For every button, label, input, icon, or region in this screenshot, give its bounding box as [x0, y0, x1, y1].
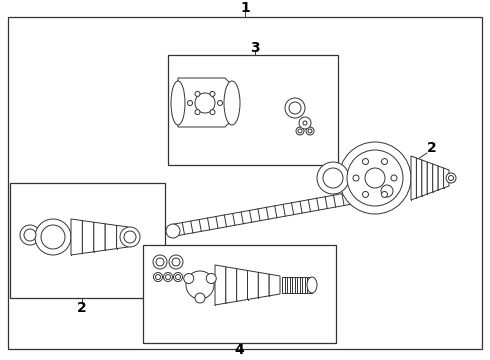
Polygon shape [433, 164, 438, 192]
Ellipse shape [353, 175, 359, 181]
Ellipse shape [301, 119, 309, 127]
Ellipse shape [195, 91, 200, 96]
Bar [168, 55, 338, 165]
Ellipse shape [382, 158, 388, 165]
Ellipse shape [41, 225, 65, 249]
Ellipse shape [303, 121, 307, 125]
Ellipse shape [186, 271, 214, 299]
Ellipse shape [224, 81, 240, 125]
Ellipse shape [218, 100, 222, 105]
Polygon shape [226, 267, 237, 303]
Ellipse shape [188, 100, 193, 105]
Ellipse shape [363, 192, 368, 197]
Ellipse shape [169, 255, 183, 269]
Polygon shape [237, 269, 247, 301]
Polygon shape [94, 222, 105, 252]
Ellipse shape [184, 274, 194, 284]
Ellipse shape [175, 274, 180, 279]
Polygon shape [416, 158, 422, 198]
Ellipse shape [446, 173, 456, 183]
Ellipse shape [210, 91, 215, 96]
Ellipse shape [172, 258, 180, 266]
Polygon shape [105, 224, 117, 250]
Text: 2: 2 [427, 141, 437, 155]
Ellipse shape [20, 225, 40, 245]
Ellipse shape [307, 277, 317, 293]
Ellipse shape [363, 158, 368, 165]
Polygon shape [422, 160, 427, 196]
Polygon shape [443, 168, 449, 188]
Polygon shape [247, 270, 258, 300]
Ellipse shape [195, 93, 215, 113]
Polygon shape [258, 272, 269, 298]
Polygon shape [117, 225, 128, 249]
Ellipse shape [195, 109, 200, 114]
Bar [10, 183, 165, 298]
Ellipse shape [285, 98, 305, 118]
Ellipse shape [124, 231, 136, 243]
Ellipse shape [166, 274, 171, 279]
Polygon shape [427, 162, 433, 194]
Ellipse shape [210, 109, 215, 114]
Polygon shape [215, 265, 226, 305]
Ellipse shape [289, 102, 301, 114]
Text: 2: 2 [77, 301, 87, 315]
Ellipse shape [195, 293, 205, 303]
Ellipse shape [35, 219, 71, 255]
Polygon shape [269, 274, 280, 296]
Ellipse shape [24, 229, 36, 241]
Ellipse shape [296, 127, 304, 135]
Ellipse shape [391, 175, 397, 181]
Ellipse shape [365, 168, 385, 188]
Ellipse shape [155, 274, 161, 279]
Ellipse shape [299, 117, 311, 129]
Ellipse shape [306, 127, 314, 135]
Ellipse shape [156, 258, 164, 266]
Polygon shape [411, 156, 416, 200]
Ellipse shape [317, 162, 349, 194]
Ellipse shape [339, 142, 411, 214]
Ellipse shape [323, 168, 343, 188]
Ellipse shape [171, 81, 185, 125]
Ellipse shape [382, 192, 388, 197]
Ellipse shape [120, 227, 140, 247]
Ellipse shape [206, 274, 216, 284]
Ellipse shape [166, 224, 180, 238]
Ellipse shape [347, 150, 403, 206]
Ellipse shape [173, 273, 182, 282]
Ellipse shape [164, 273, 172, 282]
Bar [143, 245, 336, 343]
Ellipse shape [448, 175, 454, 180]
Polygon shape [178, 78, 232, 127]
Polygon shape [71, 219, 82, 255]
Text: 4: 4 [234, 343, 244, 357]
Text: 1: 1 [240, 1, 250, 15]
Ellipse shape [153, 255, 167, 269]
Ellipse shape [298, 129, 302, 133]
Polygon shape [438, 166, 443, 190]
Polygon shape [82, 221, 94, 253]
Ellipse shape [308, 129, 312, 133]
Ellipse shape [153, 273, 163, 282]
Text: 3: 3 [250, 41, 260, 55]
Ellipse shape [381, 185, 393, 197]
